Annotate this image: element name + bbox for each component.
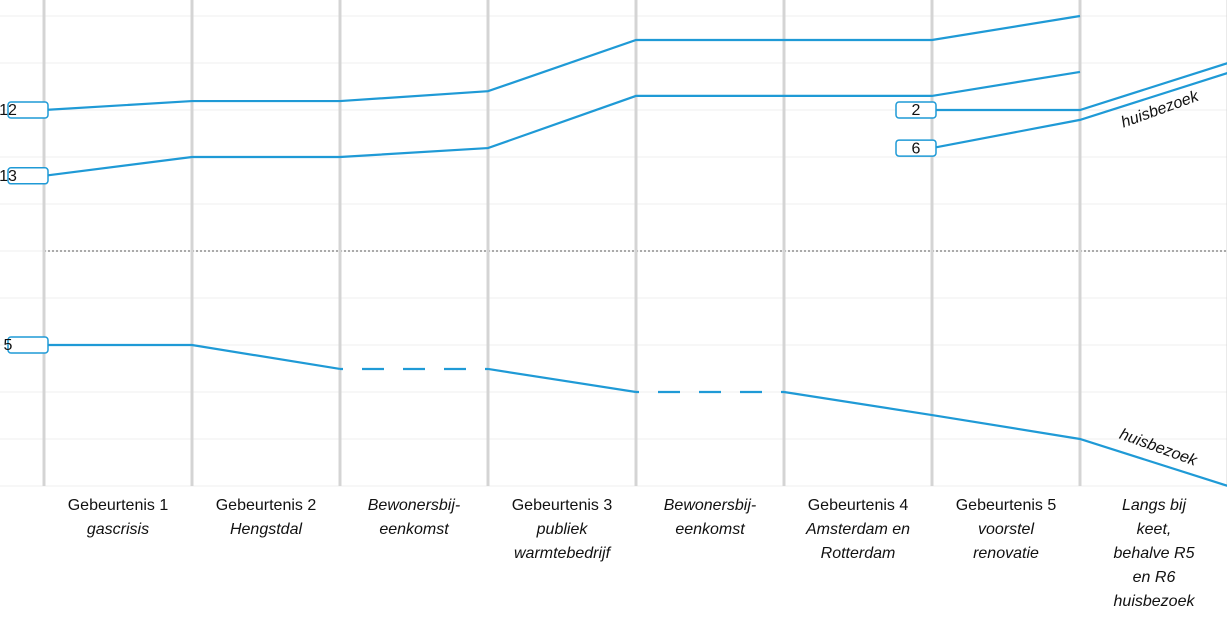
category-title: Gebeurtenis 1 [68,497,169,514]
category-subtitle: Bewonersbij- [368,497,460,514]
series-label-text: 2 [912,102,921,119]
category-subtitle: gascrisis [87,521,149,538]
category-title: Gebeurtenis 4 [808,497,909,514]
category-subtitle: Rotterdam [821,545,896,562]
category-subtitle: Hengstdal [230,521,302,538]
series-label: 6 [895,139,937,157]
series-label: 2 [895,101,937,119]
category-subtitle: eenkomst [379,521,449,538]
series-label-box [895,101,937,119]
category-subtitle: publiek [536,521,589,538]
category-subtitle: en R6 [1133,569,1176,586]
series-label-text: 13 [0,168,17,185]
series-line [43,14,1081,112]
category-subtitle: Langs bij [1122,497,1186,514]
series-line [44,343,341,371]
series-label: 13 [0,167,49,185]
category-subtitle: Bewonersbij- [664,497,756,514]
category-subtitle: eenkomst [675,521,745,538]
series-label-text: 12 [0,102,17,119]
category-subtitle: behalve R5 [1114,545,1195,562]
series-label: 12 [0,101,49,119]
series-label-text: 5 [4,337,13,354]
series-label: 5 [4,336,49,354]
series-line [932,62,1227,112]
series-label-box [895,139,937,157]
category-title: Gebeurtenis 5 [956,497,1057,514]
category-title: Gebeurtenis 2 [216,497,317,514]
category-title: Gebeurtenis 3 [512,497,613,514]
category-subtitle: warmtebedrijf [514,545,612,562]
series-label-box [7,101,49,119]
series-line [487,367,637,394]
series-label-box [7,167,49,185]
series-line [43,70,1081,177]
series-label-box [7,336,49,354]
category-subtitle: keet, [1137,521,1172,538]
category-subtitle: voorstel [978,521,1034,538]
series-line [783,390,1227,487]
category-subtitle: renovatie [973,545,1039,562]
series-line [931,72,1227,150]
series-label-text: 6 [912,140,921,157]
category-subtitle: huisbezoek [1114,593,1196,610]
category-subtitle: Amsterdam en [805,521,910,538]
